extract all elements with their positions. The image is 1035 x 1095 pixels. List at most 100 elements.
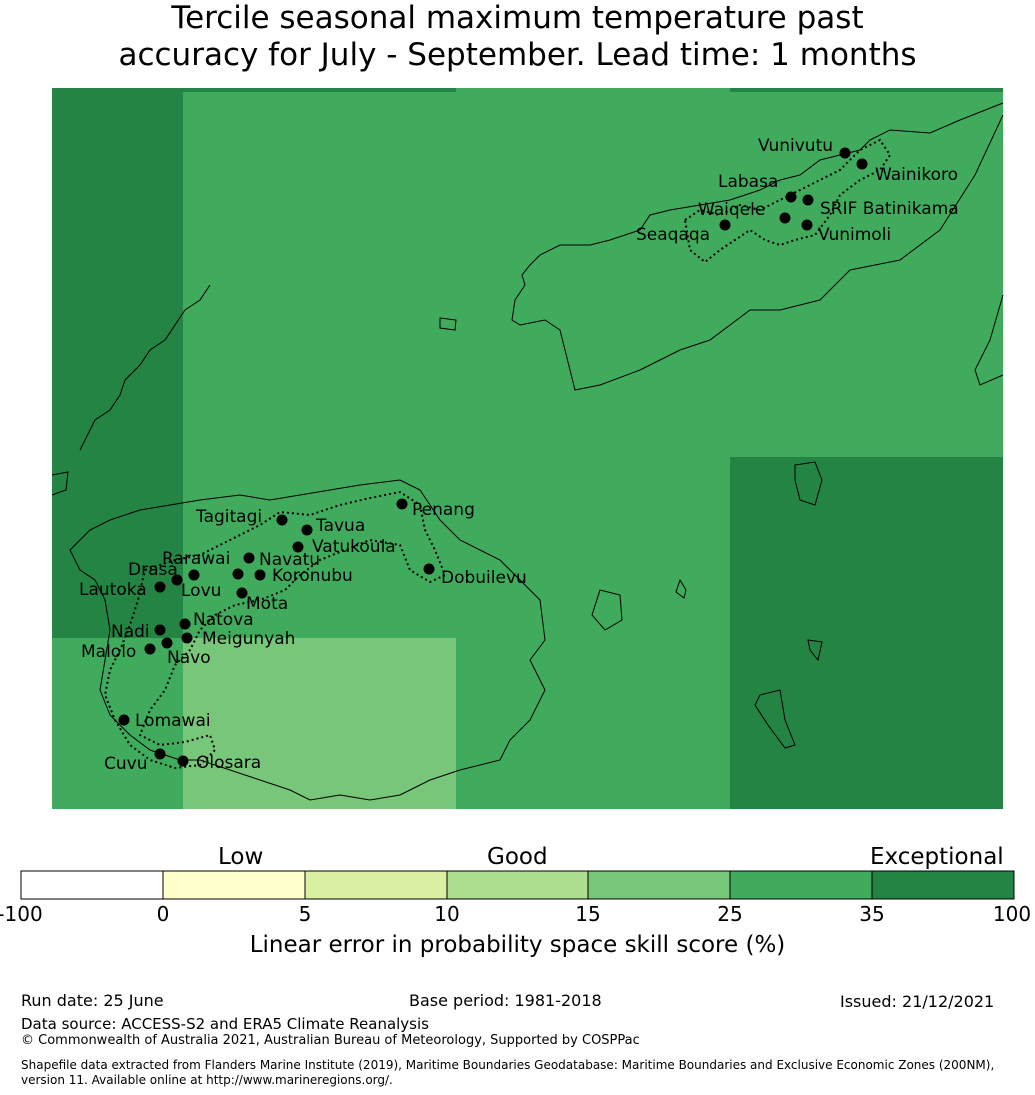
island-coast [675, 578, 687, 599]
coastlines [51, 102, 1004, 801]
colorbar-segment [588, 871, 730, 899]
colorbar-tick: 10 [434, 902, 460, 926]
grid-cell [456, 638, 730, 809]
copyright: © Commonwealth of Australia 2021, Austra… [21, 1033, 640, 1048]
shapefile-credit-1: Shapefile data extracted from Flanders M… [21, 1058, 995, 1072]
station-label: Rarawai [162, 549, 230, 569]
colorbar-title: Linear error in probability space skill … [249, 932, 786, 958]
island-coast [794, 461, 823, 506]
data-source: Data source: ACCESS-S2 and ERA5 Climate … [21, 1015, 429, 1033]
station-dot [181, 632, 193, 644]
station-dot [154, 581, 166, 593]
station-label: Drasa [128, 560, 178, 580]
island-coast [807, 639, 823, 662]
grid-cell [52, 638, 183, 809]
colorbar-segment [447, 871, 588, 899]
station-label: Lovu [181, 581, 221, 601]
station-label: Penang [412, 500, 475, 520]
colorbar-category-good: Good [487, 844, 548, 870]
station-label: Waiqele [698, 200, 765, 220]
station-label: Olosara [196, 753, 261, 773]
station-label: Navatu [259, 550, 320, 570]
yasawa-coast [79, 284, 211, 451]
island-coast [591, 589, 623, 631]
colorbar-tick: 35 [859, 902, 885, 926]
station-label: Lomawai [135, 711, 211, 731]
station-markers [118, 147, 868, 767]
station-dot [179, 618, 191, 630]
grid-cell [183, 88, 456, 638]
grid-cell-top-strip [456, 88, 730, 92]
station-label: Navo [167, 648, 211, 668]
colorbar-category-exceptional: Exceptional [870, 844, 1004, 870]
station-dot [177, 755, 189, 767]
grid-cell [183, 638, 456, 809]
station-dot [719, 219, 731, 231]
colorbar-category-low: Low [218, 844, 264, 870]
station-label: SRIF Batinikama [820, 199, 959, 219]
island-coast [51, 471, 69, 496]
island-coast [754, 689, 796, 749]
station-dot [802, 194, 814, 206]
station-dot [243, 552, 255, 564]
station-label: Labasa [718, 172, 778, 192]
station-dot [779, 212, 791, 224]
station-label: Vatukoula [312, 537, 396, 557]
station-dot [161, 637, 173, 649]
station-dot [856, 158, 868, 170]
colorbar-frame [20, 870, 1015, 900]
station-dot [232, 568, 244, 580]
station-dot [236, 587, 248, 599]
station-label: Dobuilevu [441, 568, 527, 588]
station-label: Nadi [111, 622, 150, 642]
vanua-levu-coast [511, 102, 1004, 391]
station-label: Wainikoro [875, 165, 958, 185]
station-label: Tagitagi [195, 507, 262, 527]
colorbar-segment [21, 871, 163, 899]
western-boundary [103, 490, 447, 770]
grid-cell [730, 88, 1003, 457]
station-label: Mota [246, 594, 288, 614]
station-dot [254, 569, 266, 581]
colorbar-tick: 0 [156, 902, 170, 926]
station-label: Malolo [81, 642, 136, 662]
run-date: Run date: 25 June [21, 991, 164, 1010]
colorbar-segment [305, 871, 447, 899]
station-label: Natova [193, 610, 254, 630]
title-line-2: accuracy for July - September. Lead time… [118, 37, 917, 73]
colorbar-tick: 5 [298, 902, 312, 926]
station-label: Vunimoli [818, 225, 891, 245]
station-dot [144, 643, 156, 655]
colorbar-segment [163, 871, 305, 899]
station-dot [188, 569, 200, 581]
station-dot [276, 514, 288, 526]
station-dot [801, 219, 813, 231]
colorbar [20, 870, 1015, 900]
northern-boundary [683, 138, 892, 264]
station-label: Meigunyah [202, 629, 295, 649]
station-dot [396, 498, 408, 510]
province-boundaries [103, 138, 892, 770]
grid-cell [456, 88, 730, 638]
station-dot [154, 748, 166, 760]
station-label: Vunivutu [758, 136, 833, 156]
station-dot [301, 524, 313, 536]
station-dot [171, 574, 183, 586]
station-label: Lautoka [79, 580, 147, 600]
station-dot [423, 563, 435, 575]
taveuni-coast [974, 294, 1004, 386]
shapefile-credit-2: version 11. Available online at http://w… [21, 1073, 393, 1087]
station-dot [154, 624, 166, 636]
station-label: Koronubu [272, 566, 353, 586]
skill-grid [52, 88, 1003, 809]
title-line-1: Tercile seasonal maximum temperature pas… [171, 0, 864, 36]
base-period: Base period: 1981-2018 [409, 991, 602, 1010]
station-dot [839, 147, 851, 159]
grid-cell [730, 457, 1003, 809]
station-label: Seaqaqa [636, 225, 710, 245]
viti-levu-coast [69, 479, 546, 801]
island-coast [439, 317, 457, 331]
station-labels: Vunivutu Wainikoro Labasa SRIF Batinikam… [79, 136, 959, 774]
issued-date: Issued: 21/12/2021 [840, 992, 995, 1011]
